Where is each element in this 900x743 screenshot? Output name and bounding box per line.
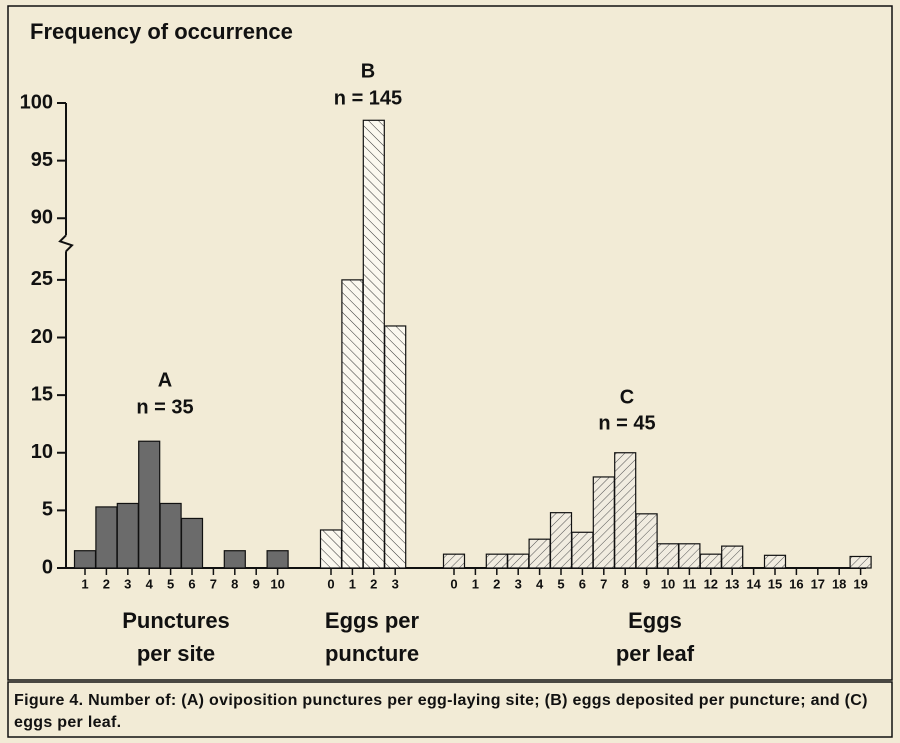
group-n: n = 145 <box>334 87 402 109</box>
x-tick-label: 5 <box>167 576 174 591</box>
x-tick-label: 9 <box>253 576 260 591</box>
bar <box>319 529 343 569</box>
x-tick-label: 2 <box>370 576 377 591</box>
bar <box>266 550 289 569</box>
x-tick-label: 0 <box>450 576 457 591</box>
x-tick-label: 10 <box>270 576 284 591</box>
x-tick-label: 1 <box>349 576 356 591</box>
bar <box>95 506 118 569</box>
group-n: n = 35 <box>136 396 193 418</box>
x-axis-title: Eggs <box>628 608 682 633</box>
x-tick-label: 9 <box>643 576 650 591</box>
y-tick-label: 95 <box>31 149 53 171</box>
x-axis-title: per leaf <box>616 641 695 666</box>
x-axis-title: per site <box>137 641 215 666</box>
y-tick-label: 90 <box>31 207 53 229</box>
x-tick-label: 12 <box>704 576 718 591</box>
caption: Figure 4. Number of: (A) oviposition pun… <box>14 692 868 731</box>
bar <box>614 452 637 569</box>
bar <box>549 512 573 569</box>
bar <box>159 502 182 569</box>
x-axis-title: Punctures <box>122 608 230 633</box>
bar <box>592 476 615 569</box>
bar <box>485 553 508 569</box>
x-tick-label: 6 <box>188 576 195 591</box>
y-tick-label: 5 <box>42 499 53 521</box>
x-tick-label: 15 <box>768 576 782 591</box>
group-label: A <box>158 369 172 391</box>
y-tick-label: 25 <box>31 268 53 290</box>
bar <box>362 119 385 569</box>
x-tick-label: 14 <box>746 576 761 591</box>
x-tick-label: 11 <box>683 576 697 591</box>
x-axis-title: puncture <box>325 641 419 666</box>
x-tick-label: 2 <box>493 576 500 591</box>
bar <box>635 513 658 569</box>
x-tick-label: 6 <box>579 576 586 591</box>
bar <box>180 517 204 569</box>
bar <box>384 325 407 569</box>
y-tick-label: 20 <box>31 326 53 348</box>
x-tick-label: 16 <box>789 576 803 591</box>
bar <box>138 440 161 569</box>
bar <box>528 538 551 569</box>
x-tick-label: 19 <box>853 576 867 591</box>
caption-frame <box>7 681 893 738</box>
x-tick-label: 1 <box>472 576 479 591</box>
x-axis-title: Eggs per <box>325 608 420 633</box>
bar <box>678 543 701 569</box>
bar <box>341 279 364 569</box>
y-tick-label: 10 <box>31 441 53 463</box>
x-tick-label: 17 <box>811 576 825 591</box>
bar <box>73 550 97 569</box>
y-tick-label: 15 <box>31 383 53 405</box>
x-tick-label: 3 <box>392 576 399 591</box>
x-tick-label: 4 <box>146 576 154 591</box>
x-tick-label: 18 <box>832 576 846 591</box>
x-tick-label: 1 <box>81 576 88 591</box>
group-n: n = 45 <box>598 412 655 434</box>
axis-break <box>58 234 74 253</box>
bar <box>223 550 246 569</box>
x-tick-label: 8 <box>231 576 238 591</box>
y-axis-title: Frequency of occurrence <box>30 19 293 44</box>
group-label: C <box>620 386 634 408</box>
y-tick-label: 100 <box>20 91 53 113</box>
x-tick-label: 3 <box>515 576 522 591</box>
x-tick-label: 7 <box>210 576 217 591</box>
x-tick-label: 10 <box>661 576 675 591</box>
group-label: B <box>361 60 375 82</box>
bar <box>442 553 466 569</box>
bar <box>656 543 680 569</box>
bar <box>849 555 872 569</box>
y-tick-label: 0 <box>42 556 53 578</box>
bar <box>699 553 722 569</box>
x-tick-label: 13 <box>725 576 739 591</box>
x-tick-label: 5 <box>557 576 564 591</box>
x-tick-label: 0 <box>327 576 334 591</box>
x-tick-label: 3 <box>124 576 131 591</box>
chart-frame <box>7 5 893 681</box>
x-tick-label: 7 <box>600 576 607 591</box>
bar <box>507 553 530 569</box>
bar <box>116 502 139 569</box>
bar <box>721 545 744 569</box>
x-tick-label: 2 <box>103 576 110 591</box>
x-tick-label: 4 <box>536 576 544 591</box>
x-tick-label: 8 <box>622 576 629 591</box>
bar <box>763 554 787 569</box>
bar <box>571 531 594 569</box>
